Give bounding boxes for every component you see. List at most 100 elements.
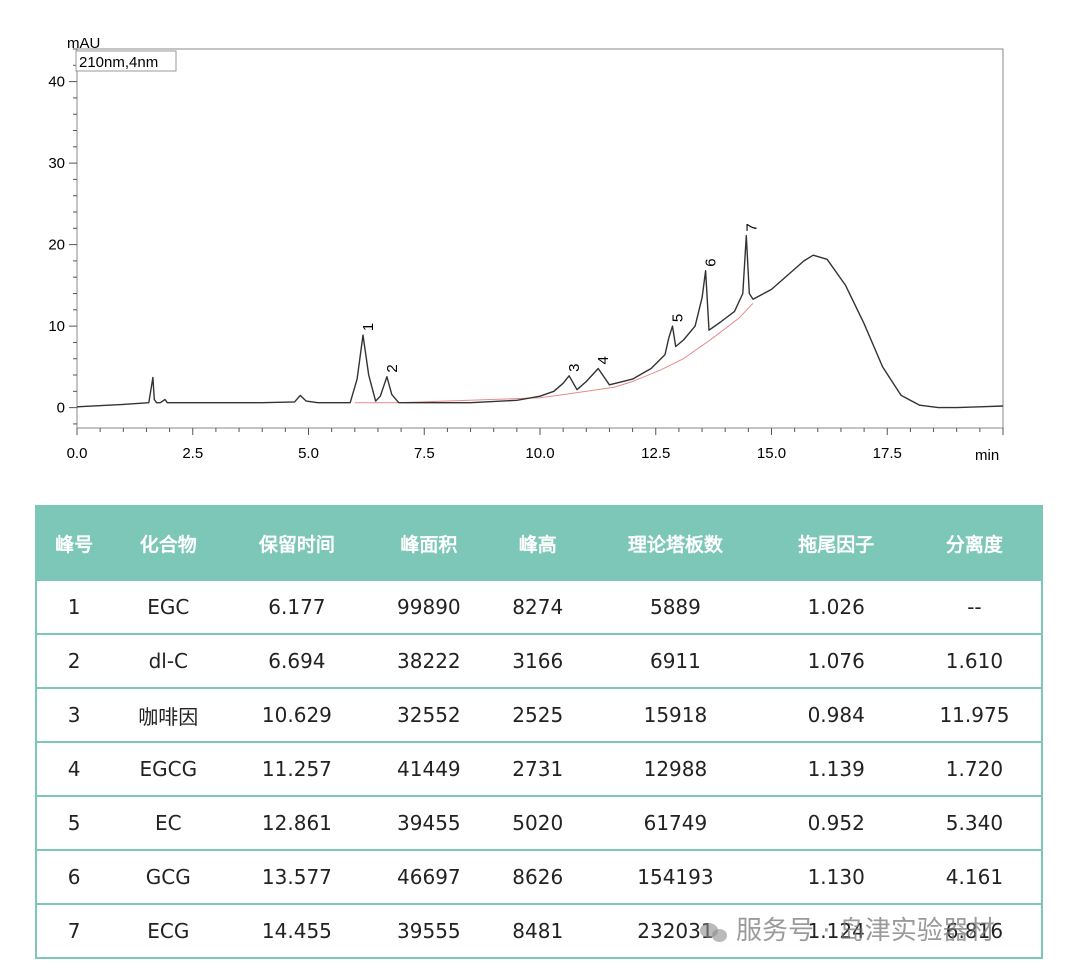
table-cell: 3166: [489, 633, 587, 688]
y-tick-label: 0: [57, 400, 65, 417]
table-cell: 5020: [489, 795, 587, 850]
table-cell: 13.577: [225, 849, 369, 904]
table-cell: 6911: [586, 633, 765, 688]
table-cell: EGC: [111, 579, 226, 634]
table-cell: 2: [36, 633, 112, 688]
table-cell: 10.629: [225, 687, 369, 742]
x-tick-label: 10.0: [525, 445, 554, 462]
table-cell: 5: [36, 795, 112, 850]
column-header: 理论塔板数: [586, 506, 765, 580]
table-cell: 99890: [368, 579, 490, 634]
table-cell: 38222: [368, 633, 490, 688]
table-cell: 1.610: [907, 633, 1042, 688]
table-row: 3 咖啡因 10.629 32552 2525 15918 0.984 11.975: [36, 687, 1042, 742]
y-tick-label: 10: [48, 318, 65, 335]
table-cell: 3: [36, 687, 112, 742]
column-header: 峰面积: [368, 506, 490, 580]
peak-label-4: 4: [595, 356, 612, 364]
table-cell: 32552: [368, 687, 490, 742]
table-cell: 1.139: [764, 741, 908, 796]
x-axis: 0.0 2.5 5.0 7.5 10.0 12.5 15.0 17.5: [67, 428, 1004, 462]
table-row: 2 dl-C 6.694 38222 3166 6911 1.076 1.610: [36, 633, 1042, 688]
column-header: 拖尾因子: [764, 506, 908, 580]
y-axis-unit-label: mAU: [67, 35, 100, 52]
peak-labels: 1 2 3 4 5 6 7: [360, 223, 760, 372]
table-cell: 154193: [586, 849, 765, 904]
table-cell: 232031: [586, 903, 765, 958]
x-tick-label: 0.0: [67, 445, 88, 462]
table-cell: 11.975: [907, 687, 1042, 742]
table-cell: 1.130: [764, 849, 908, 904]
plot-border: [76, 48, 1004, 429]
table-cell: 8274: [489, 579, 587, 634]
y-tick-label: 30: [48, 155, 65, 172]
channel-label: 210nm,4nm: [79, 54, 158, 71]
table-cell: 6.816: [907, 903, 1042, 958]
peak-label-2: 2: [384, 364, 401, 372]
integration-baseline: [354, 302, 754, 404]
channel-label-box: [75, 50, 177, 72]
column-header: 保留时间: [225, 506, 369, 580]
chromatogram-trace: [76, 234, 1004, 409]
x-tick-label: 12.5: [641, 445, 670, 462]
results-table: 峰号 化合物 保留时间 峰面积 峰高 理论塔板数 拖尾因子 分离度 1 EGC 6.177 9989…: [35, 505, 1043, 959]
table-cell: GCG: [111, 849, 226, 904]
peak-label-6: 6: [703, 258, 720, 266]
column-header: 分离度: [907, 506, 1042, 580]
results-table-header: 峰号 化合物 保留时间 峰面积 峰高 理论塔板数 拖尾因子 分离度: [36, 506, 1042, 580]
table-cell: EC: [111, 795, 226, 850]
table-cell: 12.861: [225, 795, 369, 850]
table-cell: 8481: [489, 903, 587, 958]
table-cell: 2525: [489, 687, 587, 742]
y-tick-label: 40: [48, 74, 65, 91]
table-row: 5 EC 12.861 39455 5020 61749 0.952 5.340: [36, 795, 1042, 850]
header-row: 峰号 化合物 保留时间 峰面积 峰高 理论塔板数 拖尾因子 分离度: [36, 506, 1042, 580]
table-cell: 1.720: [907, 741, 1042, 796]
table-cell: 39455: [368, 795, 490, 850]
table-cell: 61749: [586, 795, 765, 850]
table-cell: dl-C: [111, 633, 226, 688]
chromatogram-chart: 0.0 2.5 5.0 7.5 10.0 12.5 15.0 17.5 0 10 20 30 40 1…: [48, 35, 1004, 464]
column-header: 峰号: [36, 506, 112, 580]
y-axis: 0 10 20 30 40: [48, 48, 77, 425]
table-cell: ECG: [111, 903, 226, 958]
table-cell: 39555: [368, 903, 490, 958]
table-row: 4 EGCG 11.257 41449 2731 12988 1.139 1.720: [36, 741, 1042, 796]
table-row: 6 GCG 13.577 46697 8626 154193 1.130 4.161: [36, 849, 1042, 904]
table-cell: 5889: [586, 579, 765, 634]
table-cell: 0.984: [764, 687, 908, 742]
table-cell: 8626: [489, 849, 587, 904]
baseline-layer: [354, 302, 754, 404]
table-cell: 咖啡因: [111, 687, 226, 742]
table-row: 1 EGC 6.177 99890 8274 5889 1.026 --: [36, 579, 1042, 634]
table-cell: 6.177: [225, 579, 369, 634]
table-cell: 6: [36, 849, 112, 904]
table-cell: 11.257: [225, 741, 369, 796]
table-cell: 2731: [489, 741, 587, 796]
plot-frame: [76, 48, 1004, 429]
table-cell: 15918: [586, 687, 765, 742]
x-tick-label: 7.5: [414, 445, 435, 462]
table-cell: 7: [36, 903, 112, 958]
peak-label-1: 1: [360, 323, 377, 331]
table-cell: 1.076: [764, 633, 908, 688]
trace-layer: [76, 234, 1004, 409]
x-tick-label: 2.5: [182, 445, 203, 462]
peak-label-7: 7: [743, 223, 760, 231]
table-cell: 1.026: [764, 579, 908, 634]
x-tick-label: 15.0: [757, 445, 786, 462]
table-cell: 12988: [586, 741, 765, 796]
watermark-text: 服务号 · 岛津实验器材: [736, 916, 995, 946]
watermark: 服务号 · 岛津实验器材: [700, 910, 995, 947]
table-cell: EGCG: [111, 741, 226, 796]
x-tick-label: 17.5: [873, 445, 902, 462]
table-cell: 46697: [368, 849, 490, 904]
wechat-icon: [700, 921, 730, 943]
x-axis-unit-label: min: [975, 447, 999, 464]
peak-label-5: 5: [669, 314, 686, 322]
table-cell: 4: [36, 741, 112, 796]
table-cell: 0.952: [764, 795, 908, 850]
table-cell: 1: [36, 579, 112, 634]
table-row: 7 ECG 14.455 39555 8481 232031 1.124 6.816: [36, 903, 1042, 958]
column-header: 峰高: [489, 506, 587, 580]
